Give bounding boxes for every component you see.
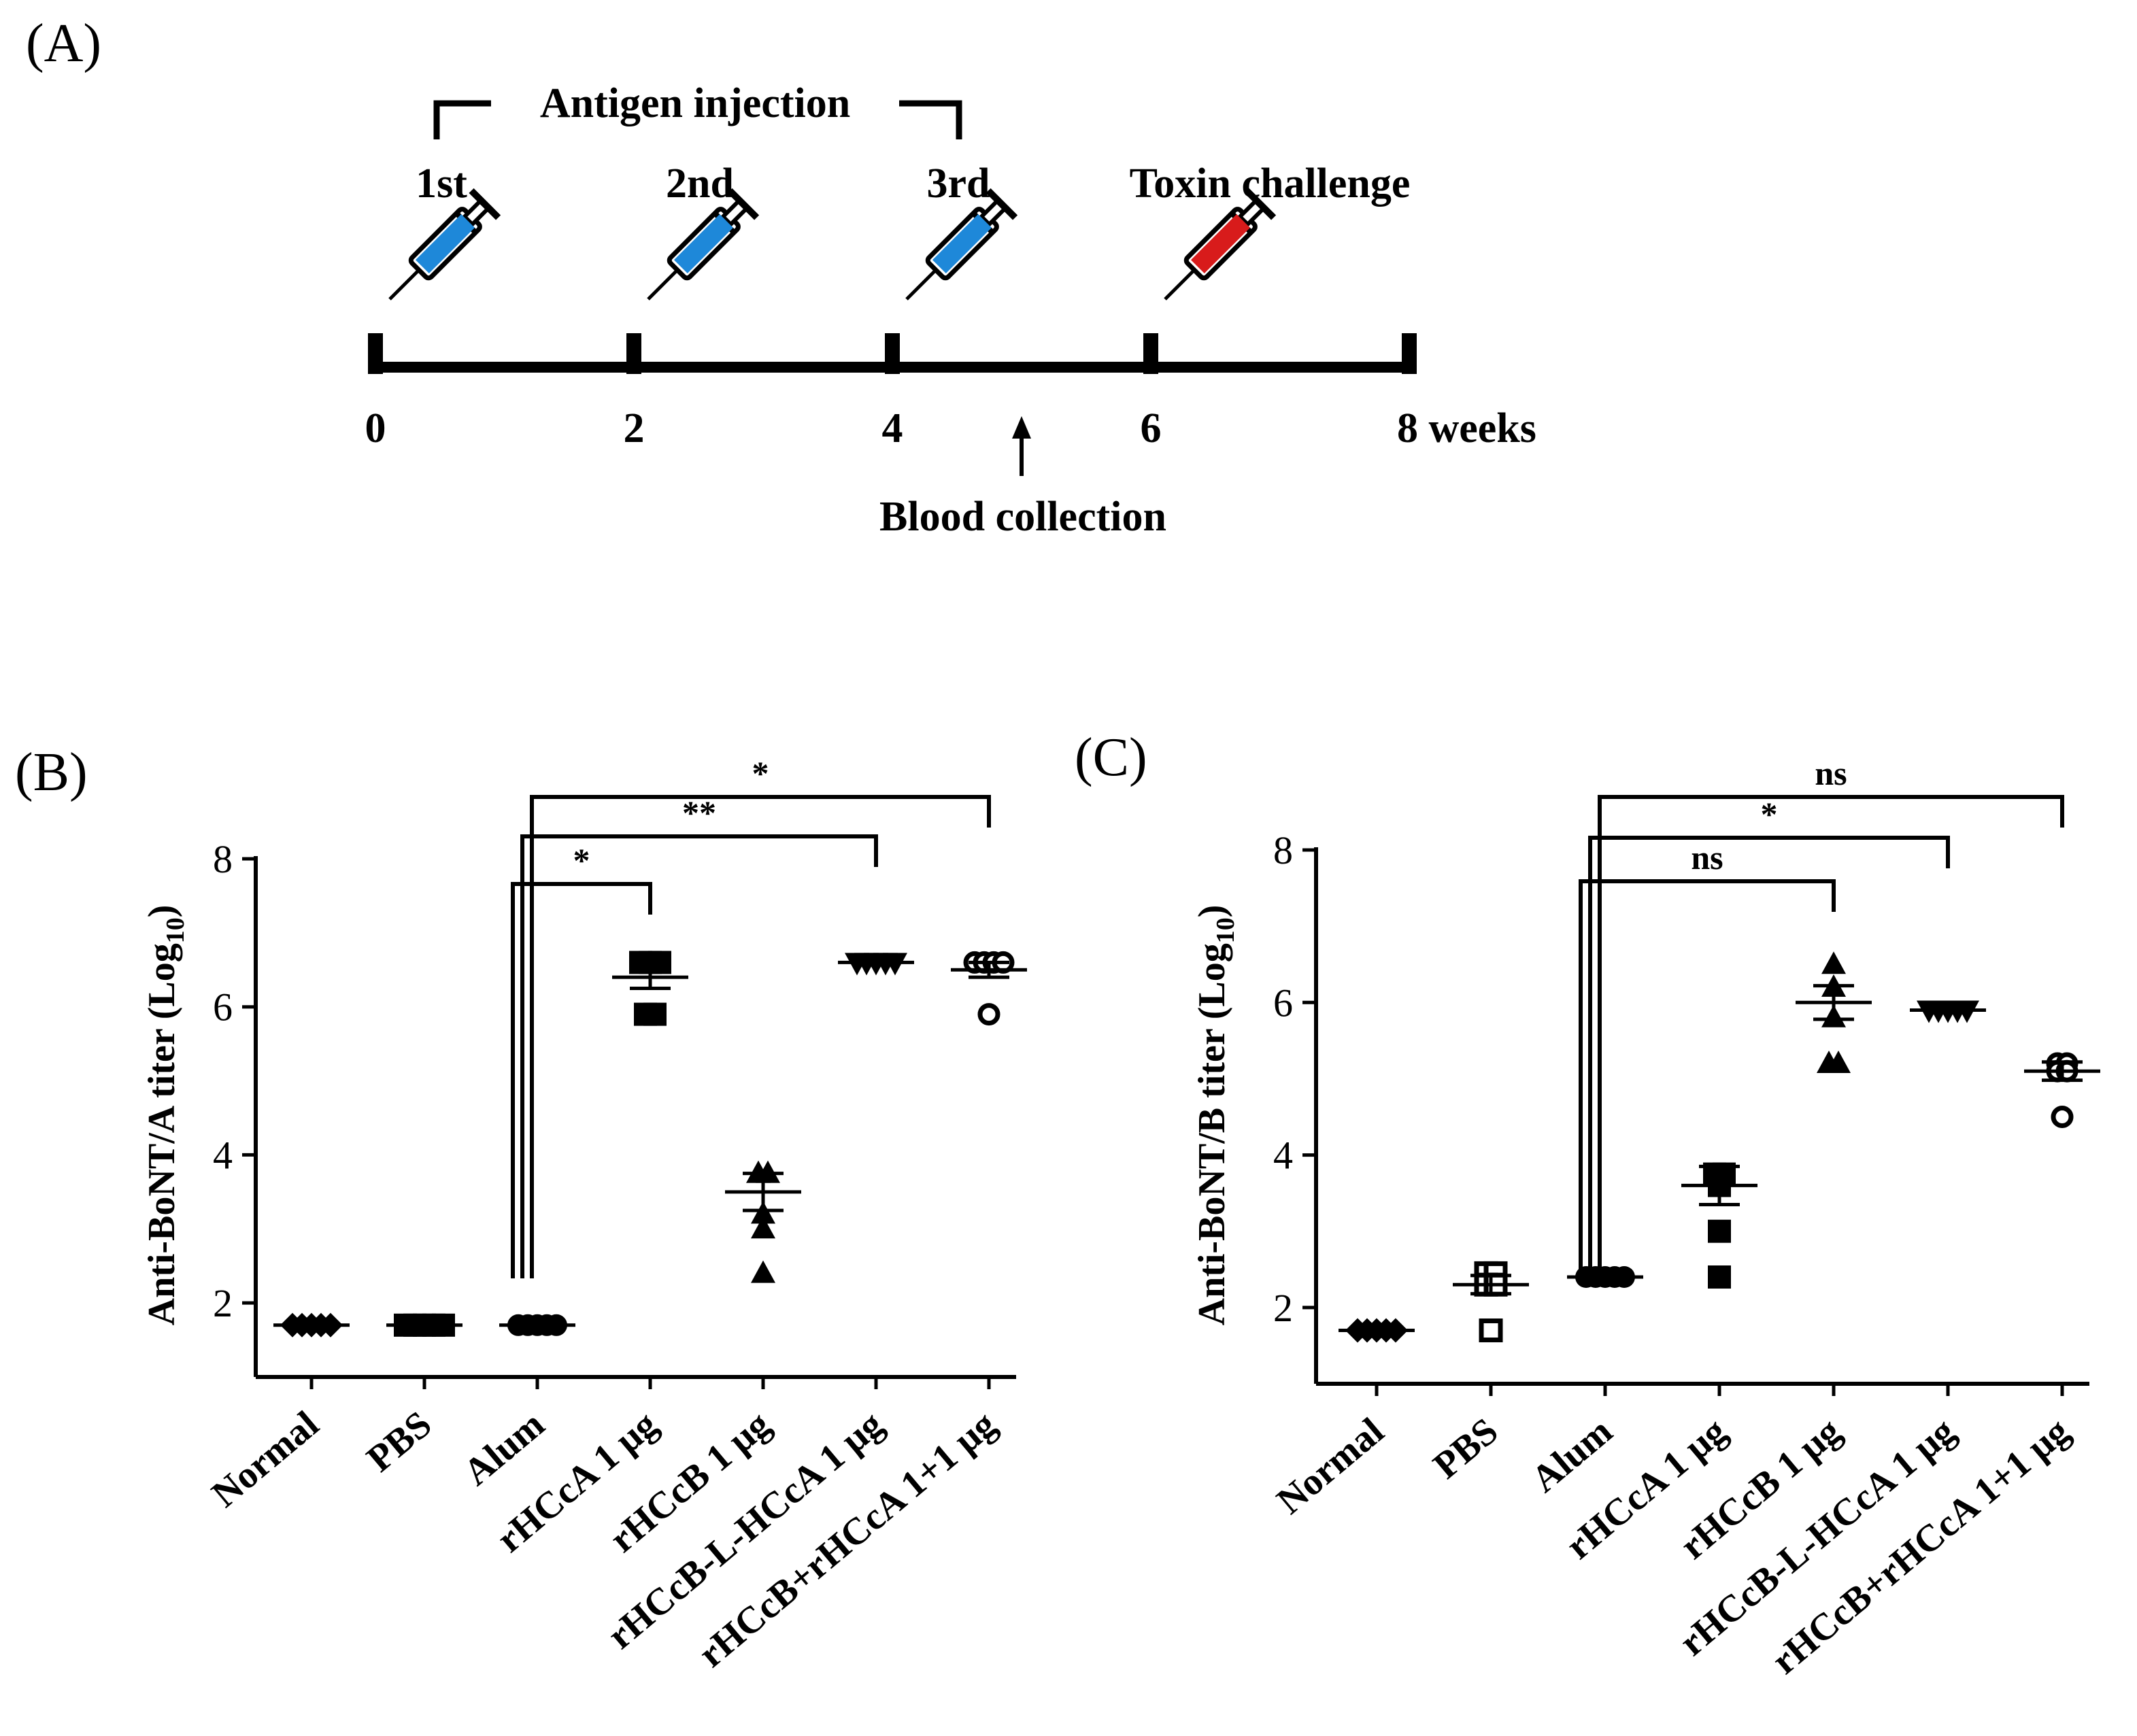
significance-bracket: ** [520, 794, 878, 1278]
svg-text:Anti-BoNT/B titer (Log10): Anti-BoNT/B titer (Log10) [1191, 905, 1240, 1326]
panel-a-timeline: (A) Antigen injection 0 2 4 6 8 weeks 1st 2nd… [26, 14, 1536, 540]
injection-label: Toxin challenge [1130, 160, 1411, 207]
data-point [1708, 1219, 1731, 1243]
antigen-bracket-label: Antigen injection [540, 80, 850, 126]
significance-bracket: * [530, 754, 991, 1278]
significance-bracket: * [1588, 795, 1950, 1278]
significance-label: ns [1691, 838, 1723, 876]
syringe-red-icon [1165, 188, 1276, 299]
significance-label: ** [682, 794, 716, 832]
panel-c-y-axis-sub: 10 [1211, 917, 1240, 943]
injection-label: 3rd [927, 160, 990, 207]
syringe-blue-icon [648, 188, 759, 299]
panel-c-chart: (C) Anti-BoNT/B titer (Log10) 2 4 6 8 Normal… [1075, 728, 2100, 1682]
x-tick-label: PBS [359, 1403, 440, 1480]
data-point [751, 1260, 775, 1283]
data-point [977, 1003, 1000, 1026]
data-point [2051, 1106, 2074, 1128]
data-point [648, 951, 671, 974]
x-tick-label: PBS [1426, 1410, 1507, 1487]
significance-bracket: ns [1579, 838, 1836, 1278]
y-tick-label: 8 [1273, 828, 1293, 872]
injection-label: 2nd [666, 160, 734, 207]
significance-label: ns [1815, 754, 1847, 792]
y-tick-label: 2 [1273, 1286, 1293, 1330]
y-tick-label: 6 [213, 985, 233, 1029]
data-point [751, 1216, 775, 1239]
timeline-tick [1143, 333, 1158, 374]
y-tick-label: 2 [213, 1281, 233, 1325]
timeline-tick-label: 6 [1141, 405, 1162, 452]
panel-a-label: (A) [26, 14, 101, 73]
timeline-tick [368, 333, 383, 374]
data-point [1479, 1318, 1503, 1342]
timeline-tick [1402, 333, 1417, 374]
syringe-fill [932, 214, 992, 274]
x-tick-label: Normal [204, 1403, 326, 1515]
panel-b-y-axis-label: Anti-BoNT/A titer (Log10) [141, 905, 190, 1326]
timeline-tick-label: 2 [624, 405, 645, 452]
timeline-tick-label: 0 [365, 405, 386, 452]
significance-label: * [573, 841, 590, 879]
panel-c-y-axis-text: Anti-BoNT/B titer (Log [1191, 943, 1233, 1325]
significance-label: * [752, 754, 769, 792]
panel-b-y-axis-text: Anti-BoNT/A titer (Log [141, 943, 183, 1325]
x-tick-label: Alum [1524, 1410, 1620, 1500]
data-point [1821, 951, 1846, 974]
panel-c-label: (C) [1075, 728, 1147, 787]
panel-b-y-axis-end: ) [141, 905, 183, 918]
timeline-tick-label: 8 weeks [1397, 405, 1536, 452]
x-tick-label: Normal [1269, 1410, 1392, 1522]
timeline-tick [885, 333, 900, 374]
y-tick-label: 4 [213, 1133, 233, 1177]
svg-text:Anti-BoNT/A titer (Log10): Anti-BoNT/A titer (Log10) [141, 905, 190, 1326]
panel-b-y-axis-sub: 10 [161, 917, 190, 943]
y-tick-label: 6 [1273, 981, 1293, 1025]
injection-label: 1st [416, 160, 467, 207]
data-point [643, 1002, 667, 1026]
blood-collection-label: Blood collection [879, 494, 1166, 540]
panel-b-label: (B) [15, 743, 88, 802]
syringe-blue-icon [390, 188, 501, 299]
data-point [751, 1201, 775, 1224]
y-tick-label: 4 [1273, 1134, 1293, 1178]
data-point [1708, 1265, 1731, 1289]
y-tick-label: 8 [213, 837, 233, 881]
significance-label: * [1761, 795, 1778, 833]
significance-bracket: * [511, 841, 652, 1278]
timeline-tick [626, 333, 641, 374]
antigen-bracket: Antigen injection [433, 75, 962, 139]
data-point [1826, 1051, 1851, 1073]
significance-bracket: ns [1598, 754, 2064, 1278]
arrow-up-icon [1012, 416, 1031, 476]
x-tick-label: Alum [456, 1403, 552, 1493]
syringe-blue-icon [907, 188, 1017, 299]
group-points [629, 951, 671, 1026]
syringe-fill [673, 214, 733, 274]
panel-b-chart: (B) Anti-BoNT/A titer (Log10) 2 4 6 8 Normal… [15, 743, 1027, 1675]
syringe-fill [415, 214, 475, 274]
syringe-fill [1190, 214, 1250, 274]
panel-c-y-axis-label: Anti-BoNT/B titer (Log10) [1191, 905, 1240, 1326]
timeline-tick-label: 4 [882, 405, 903, 452]
panel-c-y-axis-end: ) [1191, 905, 1233, 918]
